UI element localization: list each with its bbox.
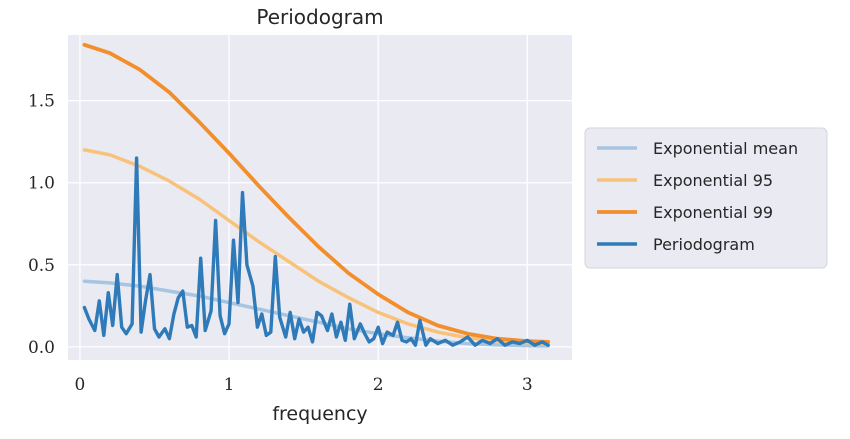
legend-box	[584, 127, 828, 269]
legend-label-3: Periodogram	[653, 235, 755, 254]
legend-label-1: Exponential 95	[653, 171, 773, 190]
y-tick-label-1: 0.5	[28, 256, 55, 276]
x-tick-label-3: 3	[522, 375, 533, 395]
series-line-2	[82, 42, 550, 344]
chart-title: Periodogram	[256, 5, 383, 29]
legend: Exponential mean Exponential 95 Exponentia…	[584, 127, 828, 269]
y-tick-label-3: 1.5	[28, 92, 55, 112]
y-tick-label-2: 1.0	[28, 174, 55, 194]
legend-label-2: Exponential 99	[653, 203, 773, 222]
axis-ticks: 0 1 2 3 0.0 0.5 1.0 1.5	[28, 92, 533, 395]
x-tick-label-2: 2	[373, 375, 384, 395]
grid-lines	[68, 35, 572, 360]
x-tick-label-1: 1	[224, 375, 235, 395]
series-line-1	[82, 148, 550, 346]
x-tick-label-0: 0	[75, 375, 86, 395]
y-tick-label-0: 0.0	[28, 338, 55, 358]
legend-label-0: Exponential mean	[653, 139, 798, 158]
series-line-3	[82, 156, 550, 347]
series-lines	[82, 42, 550, 348]
x-axis-label: frequency	[272, 403, 367, 425]
